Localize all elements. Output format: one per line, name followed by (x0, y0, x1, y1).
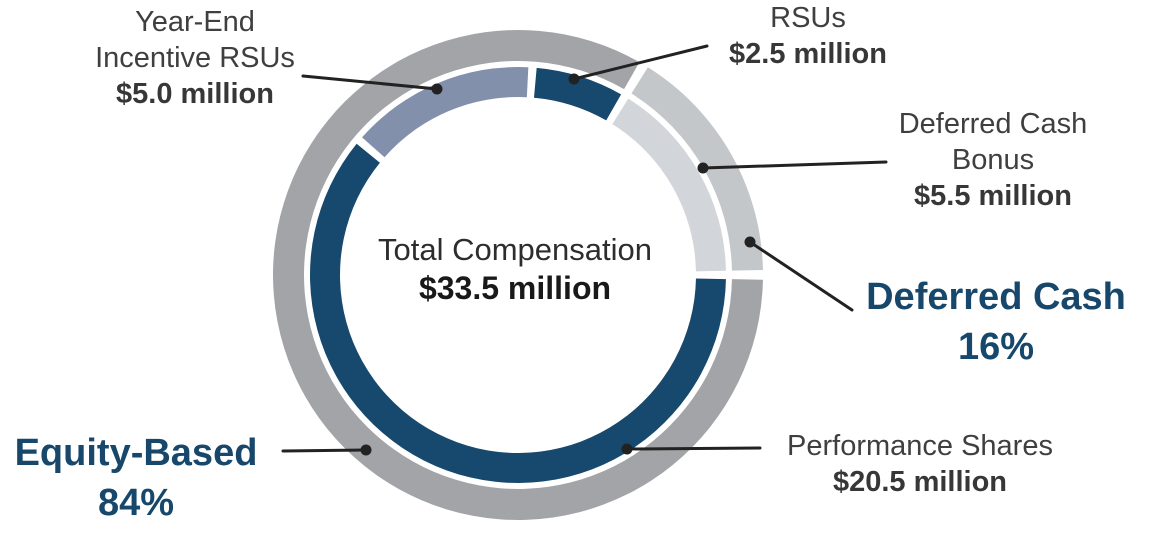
label-performance-shares: Performance Shares $20.5 million (787, 428, 1053, 500)
label-amount: $20.5 million (832, 466, 1008, 498)
group-label-pct: 16% (957, 326, 1035, 368)
label-line: Bonus (951, 144, 1035, 176)
inner-segment-deferred-cash-bonus (612, 98, 726, 272)
inner-segment-year-end-incentive-rsus (362, 67, 529, 158)
label-year-end-incentive-rsus: Year-End Incentive RSUs $5.0 million (95, 4, 295, 112)
inner-segment-performance-shares (309, 143, 726, 484)
leader-dot-deferred-cash-bonus (697, 162, 709, 174)
outer-segment-deferred-cash (631, 67, 763, 271)
label-deferred-cash-group: Deferred Cash 16% (866, 272, 1126, 372)
center-total-label: Total Compensation $33.5 million (378, 231, 652, 307)
leader-line-rsus (572, 44, 709, 81)
group-label-pct: 84% (97, 482, 175, 524)
leader-dot-deferred-cash-group (744, 236, 756, 248)
leader-dot-equity-based-group (360, 444, 372, 456)
leader-dot-performance-shares (621, 443, 633, 455)
label-equity-based-group: Equity-Based 84% (15, 428, 258, 528)
label-line: Deferred Cash (898, 108, 1088, 140)
group-label-line: Equity-Based (14, 432, 258, 474)
leader-line-year-end-incentive-rsus (301, 74, 439, 91)
leader-line-performance-shares (625, 446, 762, 451)
label-line: Incentive RSUs (95, 42, 295, 74)
center-amount: $33.5 million (418, 270, 612, 306)
label-deferred-cash-bonus: Deferred Cash Bonus $5.5 million (899, 106, 1088, 214)
leader-line-deferred-cash-group (748, 240, 854, 312)
center-title: Total Compensation (378, 232, 652, 267)
leader-line-deferred-cash-bonus (701, 160, 888, 170)
inner-segment-rsus (533, 67, 622, 121)
group-label-line: Deferred Cash (866, 276, 1126, 318)
label-line: Year-End (135, 6, 255, 38)
label-rsus: RSUs $2.5 million (729, 0, 887, 72)
label-amount: $2.5 million (729, 38, 887, 70)
label-amount: $5.0 million (116, 78, 274, 110)
leader-dot-rsus (568, 73, 580, 85)
label-line: RSUs (770, 2, 846, 34)
leader-line-equity-based-group (281, 448, 368, 453)
leader-dot-year-end-incentive-rsus (431, 83, 443, 95)
label-amount: $5.5 million (914, 180, 1072, 212)
label-line: Performance Shares (787, 430, 1053, 462)
